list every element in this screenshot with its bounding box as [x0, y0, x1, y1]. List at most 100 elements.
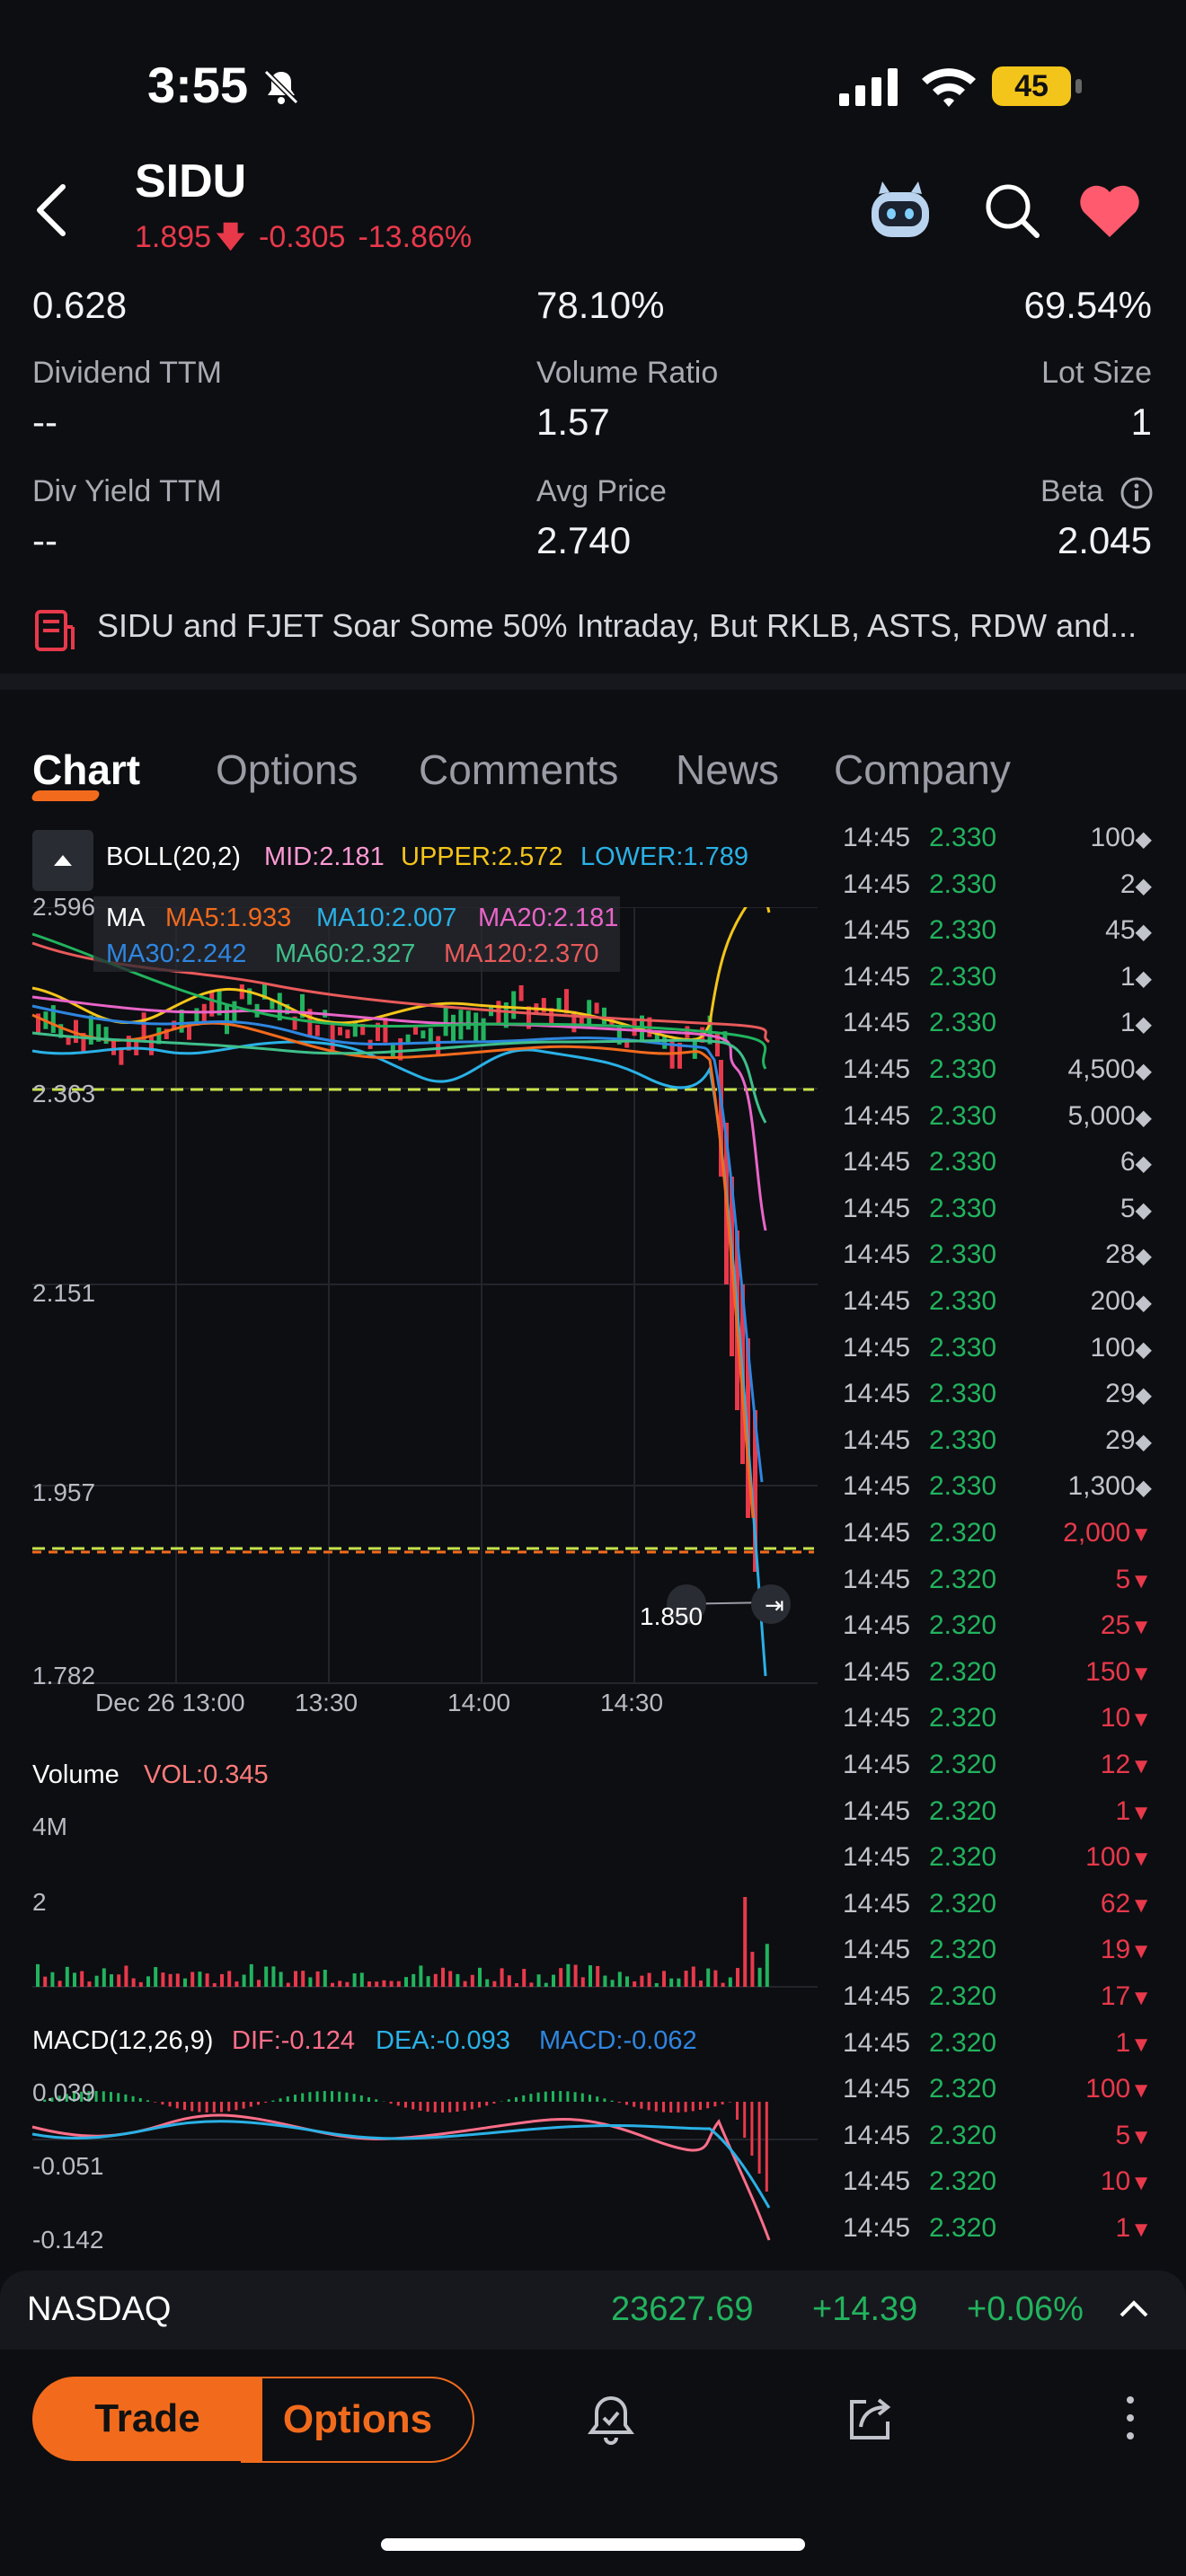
dividend-ttm-label: Dividend TTM: [32, 356, 222, 390]
macd-bar: [412, 2102, 415, 2110]
candle: [571, 1010, 577, 1033]
tab-comments[interactable]: Comments: [419, 746, 619, 793]
tick-volume-value: 19: [1100, 1935, 1131, 1965]
tick-time: 14:45: [843, 1656, 911, 1687]
tick-volume: 5◆: [1120, 1194, 1152, 1224]
neutral-diamond-icon: ◆: [1135, 1476, 1152, 1501]
more-icon[interactable]: [1121, 2393, 1139, 2443]
tick-time: 14:45: [843, 1425, 911, 1455]
price-chart[interactable]: ⇥: [0, 907, 818, 2254]
candle: [247, 988, 252, 1005]
macd-bar: [168, 2102, 172, 2107]
tab-news[interactable]: News: [676, 746, 780, 793]
volume-bar: [315, 1971, 320, 1987]
candle: [187, 1025, 191, 1040]
tick-time: 14:45: [843, 869, 911, 899]
volume-bar: [677, 1978, 681, 1987]
ma5: MA5:1.933: [165, 904, 292, 932]
tick-time: 14:45: [843, 961, 911, 992]
down-triangle-icon: ▼: [1130, 2078, 1152, 2104]
volume-ratio-label: Volume Ratio: [536, 356, 719, 390]
macd-bar: [750, 2102, 754, 2156]
candle: [36, 1013, 40, 1035]
tick-row: 14:45 2.330 29◆: [0, 1425, 1186, 1472]
tick-row: 14:45 2.320 1▼: [0, 2028, 1186, 2075]
volume-bar: [669, 1978, 674, 1987]
volume-bar: [736, 1968, 739, 1987]
alert-bell-icon[interactable]: [586, 2393, 636, 2447]
candle: [292, 1016, 297, 1030]
tick-volume: 17▼: [1101, 1981, 1152, 2012]
down-triangle-icon: ▼: [1130, 2032, 1152, 2057]
volume-bar: [124, 1965, 128, 1987]
ma-name: MA: [106, 904, 146, 932]
candle: [398, 1037, 403, 1061]
macd-bar: [448, 2102, 452, 2113]
ma-legend-box: [93, 896, 620, 972]
signal-icon: [839, 68, 898, 106]
tick-volume: 12▼: [1101, 1750, 1152, 1780]
volume-bar: [757, 1967, 762, 1987]
ma20: MA20:2.181: [478, 904, 619, 932]
macd-bar: [154, 2102, 157, 2103]
tick-volume: 29◆: [1105, 1425, 1152, 1456]
tick-volume-value: 1: [1115, 1795, 1131, 1826]
tick-volume: 2,000▼: [1063, 1518, 1152, 1548]
tick-time: 14:45: [843, 823, 911, 852]
candle: [587, 1000, 592, 1028]
chevron-up-icon[interactable]: [1118, 2296, 1150, 2319]
news-headline[interactable]: SIDU and FJET Soar Some 50% Intraday, Bu…: [97, 607, 1137, 644]
neutral-diamond-icon: ◆: [1135, 1197, 1152, 1222]
candle: [677, 1042, 682, 1069]
time-and-sales-list[interactable]: 14:45 2.330 100◆ 14:45 2.330 2◆ 14:45 2.330 45◆ 1…: [0, 823, 1186, 2260]
macd-bar: [589, 2095, 591, 2102]
info-icon[interactable]: [1120, 476, 1154, 510]
trade-button[interactable]: Trade: [32, 2377, 262, 2461]
tick-volume-value: 10: [1100, 2166, 1131, 2197]
macd-bar: [662, 2102, 665, 2113]
down-arrow-icon: 🡇: [215, 220, 247, 254]
macd-bar: [183, 2102, 186, 2111]
candle: [74, 1019, 78, 1044]
tick-time: 14:45: [843, 1239, 911, 1270]
tab-chart[interactable]: Chart: [32, 746, 141, 793]
candle: [413, 1026, 418, 1035]
tick-volume: 29◆: [1105, 1379, 1152, 1409]
volume-bar: [301, 1971, 305, 1987]
candle: [383, 1018, 388, 1043]
back-arrow-icon[interactable]: [32, 183, 68, 237]
home-indicator: [381, 2538, 805, 2551]
robot-assistant-icon[interactable]: [866, 180, 934, 243]
share-icon[interactable]: [845, 2393, 895, 2443]
lot-size-value: 1: [1130, 401, 1152, 443]
boll-name: BOLL(20,2): [106, 842, 241, 871]
tick-volume-value: 2: [1120, 869, 1136, 899]
macd-bar: [441, 2102, 444, 2113]
tick-time: 14:45: [843, 1610, 911, 1641]
silent-mode-icon: [263, 69, 299, 105]
down-triangle-icon: ▼: [1130, 1661, 1152, 1686]
tick-time: 14:45: [843, 1750, 911, 1779]
tick-row: 14:45 2.320 19▼: [0, 1935, 1186, 1981]
tick-time: 14:45: [843, 1193, 911, 1223]
tick-volume: 28◆: [1105, 1239, 1152, 1270]
macd-bar: [544, 2091, 547, 2102]
volume-bar: [352, 1973, 357, 1987]
candle: [594, 1002, 599, 1014]
volume-bar: [117, 1974, 121, 1987]
candle: [428, 1028, 433, 1045]
collapse-indicator-button[interactable]: [32, 830, 93, 891]
index-ticker-bar[interactable]: [0, 2271, 1186, 2350]
down-triangle-icon: ▼: [1130, 1707, 1152, 1733]
tick-price: 2.320: [929, 1750, 997, 1779]
macd-bar: [536, 2092, 540, 2102]
tab-options[interactable]: Options: [216, 746, 358, 793]
search-icon[interactable]: [983, 181, 1040, 239]
macd-bar: [315, 2091, 319, 2102]
tick-time: 14:45: [843, 1564, 911, 1594]
heart-icon[interactable]: [1076, 183, 1143, 239]
candle: [156, 1027, 162, 1045]
volume-bar: [65, 1966, 69, 1987]
tab-company[interactable]: Company: [834, 746, 1011, 793]
options-button[interactable]: Options: [241, 2377, 474, 2463]
